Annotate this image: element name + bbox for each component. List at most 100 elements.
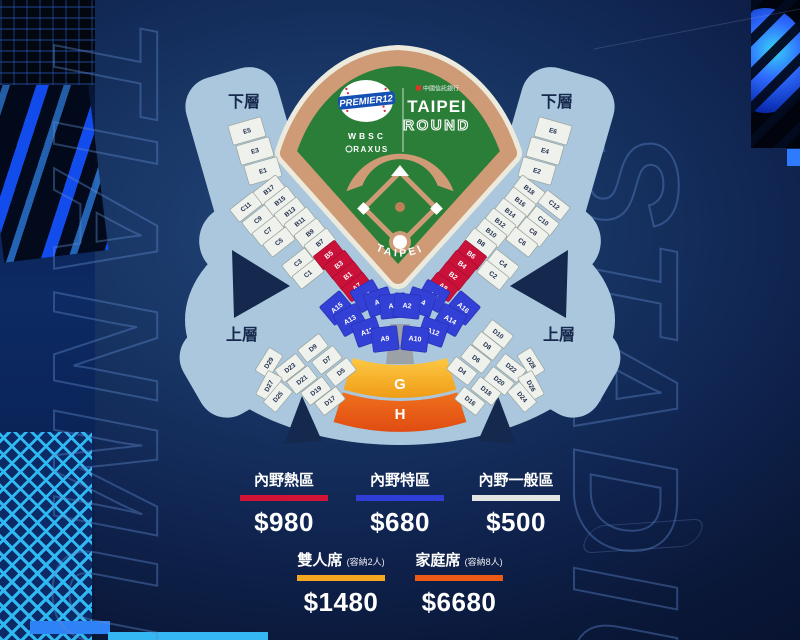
price-legend-row-2: 雙人席 (容納2人) $1480 家庭席 (容納8人) $6680 [0, 549, 800, 618]
seat-section-label: C9 [253, 215, 264, 226]
seat-section-label: A2 [402, 303, 412, 311]
seat-section-E2[interactable]: E2 [517, 156, 557, 186]
zone-h-label: H [395, 406, 406, 423]
legend-item: 內野熱區 $980 [240, 469, 328, 538]
seat-section-C2[interactable]: C2 [476, 260, 510, 290]
seat-section-B10[interactable]: B10 [474, 218, 508, 248]
seat-section-label: E1 [258, 167, 268, 176]
seat-section-label: C2 [487, 270, 498, 281]
seat-section-label: E6 [548, 127, 558, 136]
seat-section-C6[interactable]: C6 [505, 227, 539, 257]
seat-section-label: B5 [324, 250, 335, 261]
tier-label-upper-left: 上層 [226, 326, 258, 344]
seat-section-D28[interactable]: D28 [517, 347, 545, 379]
seat-section-D25[interactable]: D25 [263, 381, 293, 413]
seat-section-label: D4 [456, 366, 467, 377]
legend-capacity-note: (容納8人) [464, 557, 503, 567]
seat-section-label: E3 [250, 147, 260, 156]
seat-section-B11[interactable]: B11 [283, 207, 317, 237]
seat-section-B16[interactable]: B16 [503, 187, 537, 217]
pitcher-mound [395, 202, 405, 212]
third-base [357, 202, 370, 215]
price-legend-row-1: 內野熱區 $980 內野特區 $680 內野一般區 $500 [0, 469, 800, 538]
seat-section-C11[interactable]: C11 [229, 192, 263, 222]
raxus-label: RAXUS [353, 145, 389, 154]
seat-section-label: B7 [315, 238, 326, 249]
glitch-grid [0, 0, 95, 85]
legend-label: 內野熱區 [253, 472, 314, 489]
legend-item: 家庭席 (容納8人) $6680 [415, 549, 503, 618]
legend-color-bar [297, 575, 385, 581]
seat-section-C10[interactable]: C10 [526, 206, 560, 236]
seat-section-label: D26 [525, 379, 537, 393]
seat-section-E4[interactable]: E4 [525, 136, 565, 166]
seat-section-D16[interactable]: D16 [454, 386, 486, 416]
seat-section-label: D5 [336, 367, 347, 378]
legend-color-bar [240, 495, 328, 501]
seat-section-label: A1 [388, 303, 398, 311]
seat-section-D7[interactable]: D7 [311, 345, 343, 375]
legend-item: 雙人席 (容納2人) $1480 [297, 549, 385, 618]
deco-bar-cyan [108, 632, 268, 640]
seat-section-E5[interactable]: E5 [227, 116, 267, 146]
seat-section-D17[interactable]: D17 [314, 386, 346, 416]
seat-section-C5[interactable]: C5 [262, 227, 296, 257]
seat-section-D23[interactable]: D23 [274, 353, 306, 383]
legend-color-bar [415, 575, 503, 581]
legend-label: 家庭席 (容納8人) [415, 552, 503, 569]
seat-section-A10[interactable]: A10 [400, 325, 430, 353]
seat-section-D9[interactable]: D9 [297, 333, 329, 363]
legend-item: 內野一般區 $500 [472, 469, 560, 538]
seat-section-D20[interactable]: D20 [483, 366, 515, 396]
event-logos: PREMIER12 WBSC RAXUS 中國信託銀行 TAIPEI ROUND [337, 80, 471, 154]
tier-labels: 下層 下層 上層 上層 [226, 93, 575, 344]
seat-section-D22[interactable]: D22 [495, 353, 527, 383]
seat-section-D6[interactable]: D6 [460, 344, 492, 374]
seat-section-E3[interactable]: E3 [235, 136, 275, 166]
seat-section-D24[interactable]: D24 [507, 381, 537, 413]
premier12-banner [337, 91, 396, 110]
legend-label: 內野一般區 [478, 472, 554, 489]
seat-section-D5[interactable]: D5 [325, 357, 357, 387]
deco-bar-blue [30, 621, 110, 634]
seat-section-label: D6 [470, 354, 481, 365]
taipei-round-sub: ROUND [403, 117, 471, 134]
seat-section-D29[interactable]: D29 [255, 347, 283, 379]
deco-chip [787, 149, 800, 166]
seat-section-D10[interactable]: D10 [482, 319, 514, 349]
legend-price: $500 [486, 507, 546, 537]
legend-price: $6680 [421, 587, 497, 617]
seat-section-label: C3 [293, 258, 304, 269]
seat-section-label: B8 [475, 238, 486, 249]
shadow-notches [232, 250, 568, 444]
legend-price: $980 [254, 507, 314, 537]
seat-section-A9[interactable]: A9 [370, 325, 400, 353]
seat-section-label: B2 [447, 271, 458, 282]
zone-g[interactable] [343, 358, 457, 398]
glitch-strip-left [0, 0, 109, 640]
seat-section-D8[interactable]: D8 [471, 331, 503, 361]
seat-section-label: C5 [274, 237, 285, 248]
second-base [391, 165, 409, 176]
seat-section-label: A11 [360, 327, 374, 338]
seat-section-C12[interactable]: C12 [537, 190, 571, 220]
seat-section-label: E2 [532, 167, 542, 176]
seat-section-D18[interactable]: D18 [470, 376, 502, 406]
seat-section-D19[interactable]: D19 [300, 376, 332, 406]
seat-section-D21[interactable]: D21 [286, 365, 318, 395]
legend-label: 雙人席 (容納2人) [297, 552, 385, 569]
raxus-icon [345, 145, 353, 153]
premium-zones: G H [333, 324, 467, 432]
seat-section-D4[interactable]: D4 [446, 356, 478, 386]
seat-section-label: A10 [408, 335, 422, 344]
infield-dirt-arc [346, 153, 454, 192]
seat-section-label: D27 [264, 379, 276, 393]
seat-section-label: A12 [426, 327, 441, 338]
legend-item: 內野特區 $680 [356, 469, 444, 538]
seat-section-E6[interactable]: E6 [533, 116, 573, 146]
zone-h[interactable] [333, 392, 467, 432]
seat-section-B13[interactable]: B13 [273, 197, 307, 227]
seat-section-label: C4 [497, 259, 508, 270]
seat-section-A2[interactable]: A2 [392, 292, 422, 320]
